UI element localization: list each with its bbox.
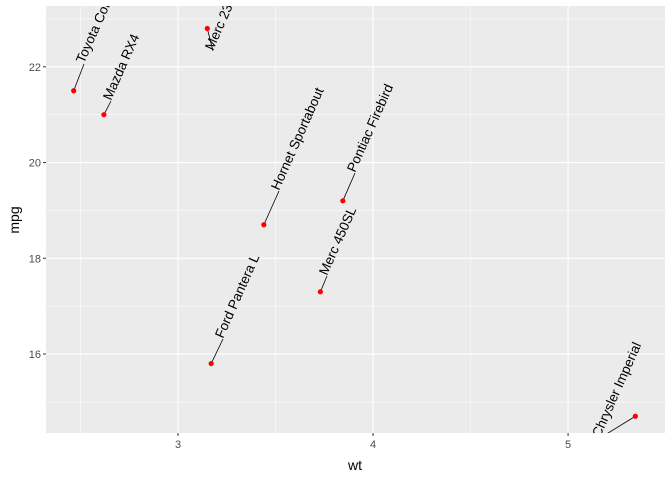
label-connector	[263, 190, 280, 225]
data-point	[261, 222, 267, 228]
label-connector	[607, 415, 636, 433]
data-point	[71, 88, 77, 94]
x-tick-label: 4	[370, 439, 376, 451]
x-axis-title: wt	[347, 457, 362, 473]
x-tick-label: 5	[565, 439, 571, 451]
label-connector	[320, 275, 328, 292]
y-tick-label: 18	[29, 253, 41, 265]
data-point	[317, 289, 323, 295]
y-tick-label: 22	[29, 62, 41, 74]
label-connector	[73, 63, 85, 91]
y-axis-title: mpg	[6, 206, 22, 233]
y-tick-label: 20	[29, 158, 41, 170]
label-connector	[206, 28, 214, 52]
label-connector	[210, 338, 224, 364]
data-point	[101, 112, 107, 118]
data-point	[632, 413, 638, 419]
data-point	[208, 360, 214, 367]
y-tick-label: 16	[29, 349, 41, 361]
plot-panel	[46, 6, 665, 433]
data-point	[340, 198, 346, 204]
data-point	[204, 25, 210, 32]
x-tick-label: 3	[175, 439, 181, 451]
label-connector	[342, 172, 356, 201]
